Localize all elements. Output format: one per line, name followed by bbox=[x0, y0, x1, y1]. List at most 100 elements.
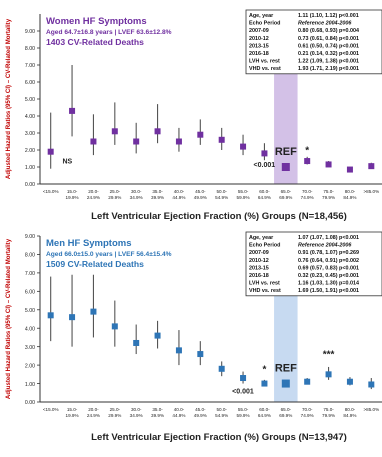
x-tick-label: >85.0% bbox=[363, 407, 379, 412]
x-tick-label: 75.0- bbox=[323, 407, 334, 412]
deaths-count: 1509 CV-Related Deaths bbox=[46, 259, 144, 269]
table-row-value: Reference 2004-2006 bbox=[298, 21, 352, 27]
x-tick-label: 54.9% bbox=[215, 413, 228, 418]
x-tick-label: 69.9% bbox=[279, 195, 292, 200]
panel-subtitle: Aged 64.7±16.8 years | LVEF 63.6±12.8% bbox=[46, 29, 172, 36]
x-tick-label: 20.0- bbox=[88, 407, 99, 412]
x-tick-label: 60.0- bbox=[259, 189, 270, 194]
hazard-ratio-point bbox=[69, 314, 76, 321]
table-row-value: 0.61 (0.50, 0.74) p<0.001 bbox=[298, 43, 359, 49]
y-tick-label: 4.00 bbox=[25, 114, 35, 120]
panel-title: Men HF Symptoms bbox=[46, 238, 132, 249]
x-tick-label: 65.0- bbox=[281, 407, 292, 412]
x-tick-label: 74.9% bbox=[301, 195, 314, 200]
x-tick-label: 30.0- bbox=[131, 189, 142, 194]
y-tick-label: 9.00 bbox=[25, 29, 35, 35]
table-row-value: 1.07 (1.07, 1.08) p<0.001 bbox=[298, 235, 359, 241]
x-tick-label: 19.9% bbox=[66, 195, 79, 200]
hazard-ratio-point bbox=[154, 128, 161, 135]
hazard-ratio-point bbox=[175, 138, 182, 145]
table-row-label: Echo Period bbox=[249, 21, 280, 27]
table-row-value: 0.76 (0.64, 0.91) p=0.002 bbox=[298, 258, 359, 264]
x-tick-label: 39.9% bbox=[151, 195, 164, 200]
x-tick-label: <15.0% bbox=[43, 407, 59, 412]
x-tick-label: 80.0- bbox=[345, 407, 356, 412]
y-tick-label: 1.00 bbox=[25, 382, 35, 388]
x-tick-label: 50.0- bbox=[216, 189, 227, 194]
x-tick-label: 39.9% bbox=[151, 413, 164, 418]
x-axis-title: Left Ventricular Ejection Fraction (%) G… bbox=[91, 432, 347, 443]
x-tick-label: 84.9% bbox=[343, 195, 356, 200]
y-axis-title: Adjusted Hazard Ratios (95% CI) – CV-Rel… bbox=[5, 18, 12, 179]
table-row-label: 2013-15 bbox=[249, 43, 269, 49]
x-tick-label: 45.0- bbox=[195, 189, 206, 194]
table-row-label: 2007-09 bbox=[249, 250, 269, 256]
hazard-ratio-point bbox=[261, 150, 268, 157]
table-row-label: LVH vs. rest bbox=[249, 59, 280, 65]
table-row-value: 0.21 (0.14, 0.32) p<0.001 bbox=[298, 51, 359, 57]
x-tick-label: 34.9% bbox=[130, 195, 143, 200]
y-tick-label: 1.00 bbox=[25, 165, 35, 171]
y-tick-label: 6.00 bbox=[25, 80, 35, 86]
hazard-ratio-point bbox=[368, 381, 375, 388]
hazard-ratio-point bbox=[90, 308, 97, 315]
y-tick-label: 8.00 bbox=[25, 46, 35, 52]
x-tick-label: 60.0- bbox=[259, 407, 270, 412]
x-tick-label: 25.0- bbox=[110, 407, 121, 412]
reference-label: REF bbox=[275, 363, 297, 375]
hazard-ratio-point bbox=[240, 143, 247, 150]
x-tick-label: 40.0- bbox=[174, 189, 185, 194]
hazard-ratio-point bbox=[281, 163, 290, 171]
y-tick-label: 7.00 bbox=[25, 271, 35, 277]
table-row-value: 1.16 (1.03, 1.30) p=0.014 bbox=[298, 281, 359, 287]
y-tick-label: 0.00 bbox=[25, 400, 35, 406]
y-tick-label: 5.00 bbox=[25, 308, 35, 314]
table-row-label: 2013-15 bbox=[249, 265, 269, 271]
table-row-label: VHD vs. rest bbox=[249, 66, 281, 72]
table-row-label: Age, year bbox=[249, 235, 274, 241]
significance-annotation: *** bbox=[323, 350, 335, 361]
table-row-label: LVH vs. rest bbox=[249, 281, 280, 287]
x-tick-label: 35.0- bbox=[152, 189, 163, 194]
hazard-ratio-point bbox=[325, 371, 332, 378]
x-tick-label: 49.9% bbox=[194, 413, 207, 418]
x-tick-label: 64.9% bbox=[258, 413, 271, 418]
women-panel: 0.00 1.00 2.00 3.00 4.00 5.00 6.00 7.00 8.00 9.00… bbox=[5, 9, 382, 222]
hazard-ratio-point bbox=[197, 351, 204, 358]
hazard-ratio-point bbox=[154, 332, 161, 339]
hazard-ratio-point bbox=[346, 378, 353, 385]
table-row-value: 0.69 (0.57, 0.83) p<0.001 bbox=[298, 265, 359, 271]
x-tick-label: 79.9% bbox=[322, 413, 335, 418]
x-tick-label: >85.0% bbox=[363, 189, 379, 194]
x-tick-label: 74.9% bbox=[301, 413, 314, 418]
hazard-ratio-point bbox=[240, 375, 247, 382]
x-tick-label: 29.9% bbox=[108, 413, 121, 418]
men-panel: 0.00 1.00 2.00 3.00 4.00 5.00 6.00 7.00 8.00 9.00… bbox=[5, 231, 382, 443]
y-tick-label: 2.00 bbox=[25, 148, 35, 154]
x-tick-label: 15.0- bbox=[67, 407, 78, 412]
hazard-ratio-point bbox=[304, 158, 311, 165]
x-tick-label: 20.0- bbox=[88, 189, 99, 194]
x-tick-label: 70.0- bbox=[302, 407, 313, 412]
x-tick-label: 45.0- bbox=[195, 407, 206, 412]
table-row-value: Reference 2004-2006 bbox=[298, 243, 352, 249]
hazard-ratio-point bbox=[111, 323, 118, 330]
x-tick-label: 44.9% bbox=[172, 195, 185, 200]
hazard-ratio-point bbox=[218, 365, 225, 372]
table-row-label: Age, year bbox=[249, 13, 274, 19]
table-row-label: 2016-18 bbox=[249, 273, 269, 279]
y-tick-label: 3.00 bbox=[25, 345, 35, 351]
table-row-label: 2016-18 bbox=[249, 51, 269, 57]
x-tick-label: 40.0- bbox=[174, 407, 185, 412]
x-tick-label: 15.0- bbox=[67, 189, 78, 194]
hazard-ratio-point bbox=[47, 148, 54, 155]
x-tick-label: 29.9% bbox=[108, 195, 121, 200]
hazard-ratio-point bbox=[325, 161, 332, 168]
y-tick-label: 8.00 bbox=[25, 253, 35, 259]
x-tick-label: 25.0- bbox=[110, 189, 121, 194]
y-tick-label: 2.00 bbox=[25, 363, 35, 369]
hazard-ratio-point bbox=[90, 138, 97, 145]
covariate-table bbox=[245, 9, 382, 75]
table-row-value: 1.69 (1.50, 1.91) p<0.001 bbox=[298, 288, 359, 294]
